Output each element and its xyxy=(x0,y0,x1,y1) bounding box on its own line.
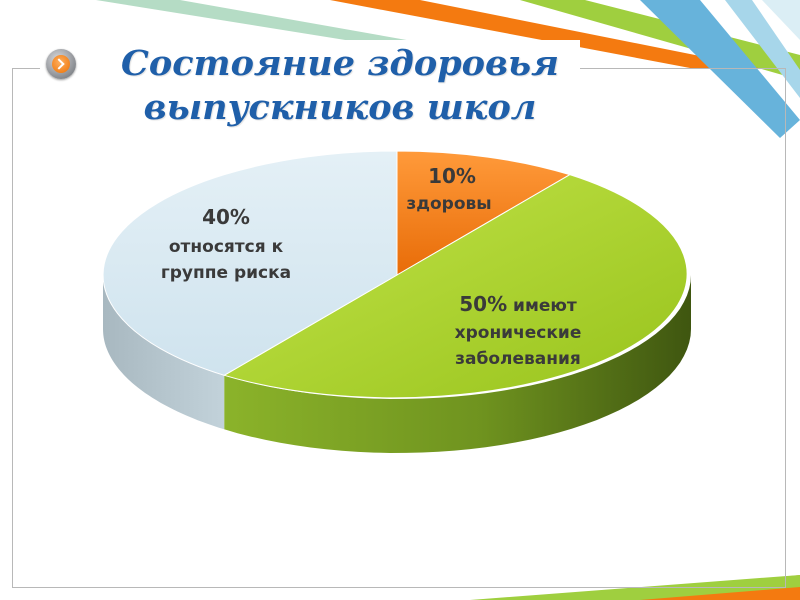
stripe-pale-blue xyxy=(762,0,800,40)
arrow-icon-inner xyxy=(52,55,70,73)
slice-label-pct-0: 10% xyxy=(428,164,476,188)
stripe-blue xyxy=(640,0,800,138)
page-title: Состояние здоровья выпускников школ xyxy=(100,42,580,130)
slice-label-1a: 50% имеют xyxy=(459,292,577,316)
page-title-line-2: выпускников школ xyxy=(143,87,537,128)
pie-slice-0 xyxy=(396,150,572,276)
slice-label-text-0: здоровы xyxy=(406,194,491,214)
pie-slice-side-1 xyxy=(224,275,691,453)
arrow-right-circle-icon[interactable] xyxy=(46,49,76,79)
slice-label-1c: заболевания xyxy=(455,349,581,369)
slice-label-text-2b: группе риска xyxy=(161,263,291,283)
pie-tops xyxy=(102,150,688,399)
slice-label-1b: хронические xyxy=(455,323,582,343)
slice-label-text-2a: относятся к xyxy=(169,237,284,257)
title-backdrop xyxy=(40,40,580,136)
pie-slice-1 xyxy=(222,174,688,399)
pie-slice-side-2 xyxy=(103,275,225,430)
pie-sides xyxy=(103,275,691,453)
stripe-light-blue xyxy=(725,0,800,98)
slice-label-pct-2: 40% xyxy=(202,205,250,229)
stripe-orange xyxy=(330,0,760,68)
page-title-line-1: Состояние здоровья xyxy=(121,43,559,84)
pie-slice-2 xyxy=(102,150,398,376)
